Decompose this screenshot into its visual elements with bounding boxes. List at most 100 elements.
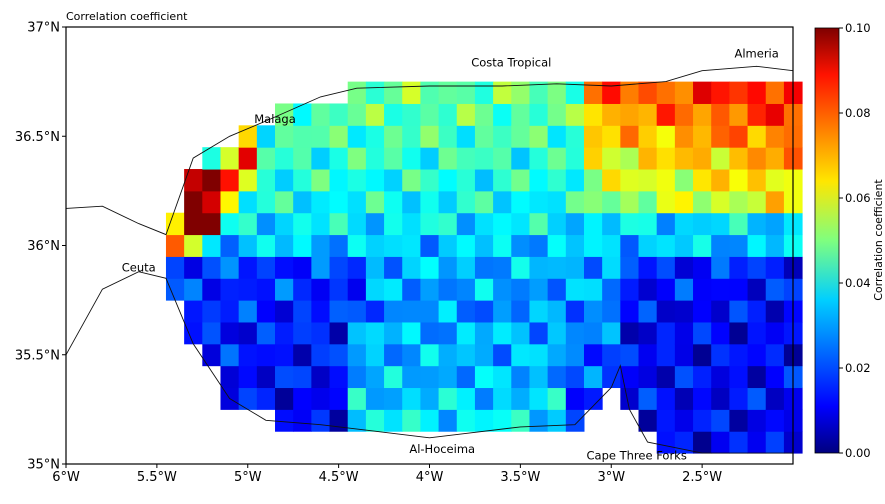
heatmap-cell	[365, 169, 385, 192]
heatmap-cell	[329, 190, 349, 214]
heatmap-cell	[565, 256, 585, 279]
heatmap-cell	[547, 147, 567, 170]
heatmap-cell	[747, 365, 767, 389]
heatmap-cell	[711, 431, 730, 454]
heatmap-cell	[747, 343, 767, 367]
place-labels: Almeria Costa Tropical Malaga Ceuta Al-Hocei…	[122, 47, 779, 463]
heatmap-cell	[184, 234, 203, 257]
heatmap-cell	[547, 321, 567, 345]
heatmap-cell	[765, 300, 785, 323]
heatmap-cell	[493, 234, 512, 257]
heatmap-cell	[729, 147, 749, 170]
heatmap-cell	[674, 321, 694, 345]
heatmap-cell	[638, 343, 658, 367]
place-label-almeria: Almeria	[734, 47, 778, 61]
heatmap-cell	[747, 256, 767, 279]
heatmap-cell	[474, 234, 494, 257]
heatmap-cell	[711, 278, 730, 301]
place-label-ceuta: Ceuta	[122, 261, 156, 275]
colorbar-tick-label: 0.04	[845, 276, 871, 290]
heatmap-cell	[547, 103, 567, 126]
heatmap-cell	[711, 300, 730, 323]
heatmap-cell	[674, 431, 694, 454]
heatmap-cell	[638, 300, 658, 323]
heatmap-cell	[365, 212, 385, 236]
heatmap-cell	[729, 321, 749, 345]
heatmap-cell	[765, 387, 785, 410]
heatmap-cell	[438, 365, 458, 389]
heatmap-cell	[438, 81, 458, 104]
heatmap-cell	[347, 212, 367, 236]
heatmap-cell	[474, 365, 494, 389]
heatmap-cell	[602, 278, 621, 301]
heatmap-cell	[384, 365, 403, 389]
heatmap-cell	[565, 103, 585, 126]
heatmap-cell	[311, 365, 331, 389]
heatmap-cell	[729, 431, 749, 454]
heatmap-cell	[729, 212, 749, 236]
heatmap-cell	[275, 278, 294, 301]
heatmap-cell	[602, 343, 621, 367]
heatmap-cell	[420, 234, 440, 257]
heatmap-cell	[165, 212, 185, 236]
heatmap-cell	[384, 278, 403, 301]
heatmap-cell	[365, 81, 385, 104]
heatmap-cell	[529, 300, 549, 323]
heatmap-cell	[529, 103, 549, 126]
heatmap-cell	[384, 190, 403, 214]
heatmap-cell	[329, 125, 349, 148]
heatmap-cell	[474, 212, 494, 236]
heatmap-cell	[693, 103, 712, 126]
heatmap-cell	[402, 103, 421, 126]
heatmap-cell	[402, 409, 421, 432]
heatmap-cell	[620, 234, 640, 257]
heatmap-cell	[711, 190, 730, 214]
heatmap-cell	[583, 81, 603, 104]
heatmap-cell	[493, 103, 512, 126]
heatmap-cell	[347, 147, 367, 170]
heatmap-cell	[202, 234, 221, 257]
heatmap-cell	[238, 300, 258, 323]
heatmap-cell	[456, 147, 476, 170]
coastline	[65, 65, 794, 454]
y-tick-label: 36.5°N	[15, 130, 60, 145]
heatmap-cell	[202, 147, 221, 170]
heatmap-cell	[638, 256, 658, 279]
heatmap-cell	[747, 125, 767, 148]
heatmap-cell	[765, 81, 785, 104]
heatmap-cell	[656, 125, 676, 148]
heatmap-cell	[438, 256, 458, 279]
heatmap-cell	[438, 387, 458, 410]
heatmap-cell	[220, 343, 240, 367]
heatmap-cell	[420, 103, 440, 126]
heatmap-cell	[384, 81, 403, 104]
heatmap-cell	[765, 125, 785, 148]
heatmap-cell	[456, 125, 476, 148]
heatmap-cell	[711, 234, 730, 257]
heatmap-cell	[547, 190, 567, 214]
heatmap-cell	[184, 300, 203, 323]
heatmap-cell	[693, 147, 712, 170]
heatmap-cell	[493, 81, 512, 104]
heatmap-cell	[565, 125, 585, 148]
heatmap-cell	[384, 103, 403, 126]
heatmap-cell	[347, 169, 367, 192]
heatmap-cell	[238, 278, 258, 301]
heatmap-cell	[238, 365, 258, 389]
heatmap-cell	[711, 365, 730, 389]
heatmap-cell	[711, 103, 730, 126]
heatmap-cell	[365, 365, 385, 389]
heatmap-cell	[165, 234, 185, 257]
heatmap-cell	[529, 190, 549, 214]
heatmap-cell	[565, 147, 585, 170]
x-tick-label: 5°W	[234, 470, 262, 485]
heatmap-cell	[438, 169, 458, 192]
x-tick-label: 4.5°W	[319, 470, 359, 485]
x-tick-label: 2.5°W	[682, 470, 722, 485]
heatmap-cell	[311, 169, 331, 192]
heatmap-cell	[656, 212, 676, 236]
heatmap-cell	[293, 125, 312, 148]
heatmap-cell	[256, 190, 276, 214]
heatmap-cell	[656, 256, 676, 279]
heatmap-cell	[347, 234, 367, 257]
